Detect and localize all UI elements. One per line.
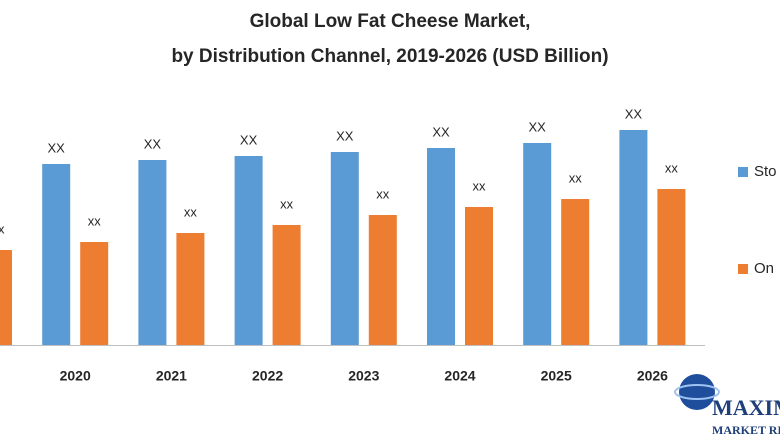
bar <box>523 143 552 345</box>
x-tick-label: 2026 <box>637 368 668 384</box>
legend-label: Sto <box>754 163 777 180</box>
x-tick-label: 2025 <box>541 368 572 384</box>
legend-swatch <box>738 167 748 177</box>
data-label: xx <box>665 160 679 175</box>
bar <box>330 152 359 345</box>
data-label: XX <box>336 128 354 143</box>
bar <box>657 189 686 345</box>
bar <box>234 156 263 345</box>
data-label: xx <box>184 204 198 219</box>
chart-title: Global Low Fat Cheese Market, <box>250 11 531 32</box>
data-label: XX <box>529 119 547 134</box>
bar <box>272 225 301 345</box>
x-tick-label: 2021 <box>156 368 187 384</box>
data-label: xx <box>473 178 487 193</box>
globe <box>679 374 715 410</box>
x-tick-label: 2020 <box>60 368 91 384</box>
x-tick-label: 2022 <box>252 368 283 384</box>
bar <box>427 148 455 345</box>
bar <box>368 215 397 345</box>
data-label: XX <box>625 106 643 121</box>
data-label: XX <box>48 140 66 155</box>
bar <box>561 199 590 345</box>
chart-title: by Distribution Channel, 2019-2026 (USD … <box>171 46 608 67</box>
data-label: xx <box>376 186 390 201</box>
bar <box>138 160 167 345</box>
watermark-text: MARKET RE <box>712 423 780 437</box>
data-label: XX <box>432 124 450 139</box>
data-label: xx <box>280 196 294 211</box>
globe-ring <box>674 384 720 400</box>
data-label: xx <box>0 221 5 236</box>
data-label: XX <box>240 132 258 147</box>
bar <box>465 207 493 345</box>
x-tick-label: 2023 <box>348 368 379 384</box>
bar <box>176 233 205 345</box>
bar <box>0 250 12 345</box>
x-tick-label: 2024 <box>444 368 475 384</box>
data-label: XX <box>144 136 162 151</box>
data-label: xx <box>569 170 583 185</box>
legend-swatch <box>738 264 748 274</box>
bar <box>42 164 71 345</box>
bar <box>80 242 109 345</box>
legend-label: On <box>754 260 774 277</box>
data-label: xx <box>88 213 102 228</box>
bar <box>619 130 648 345</box>
